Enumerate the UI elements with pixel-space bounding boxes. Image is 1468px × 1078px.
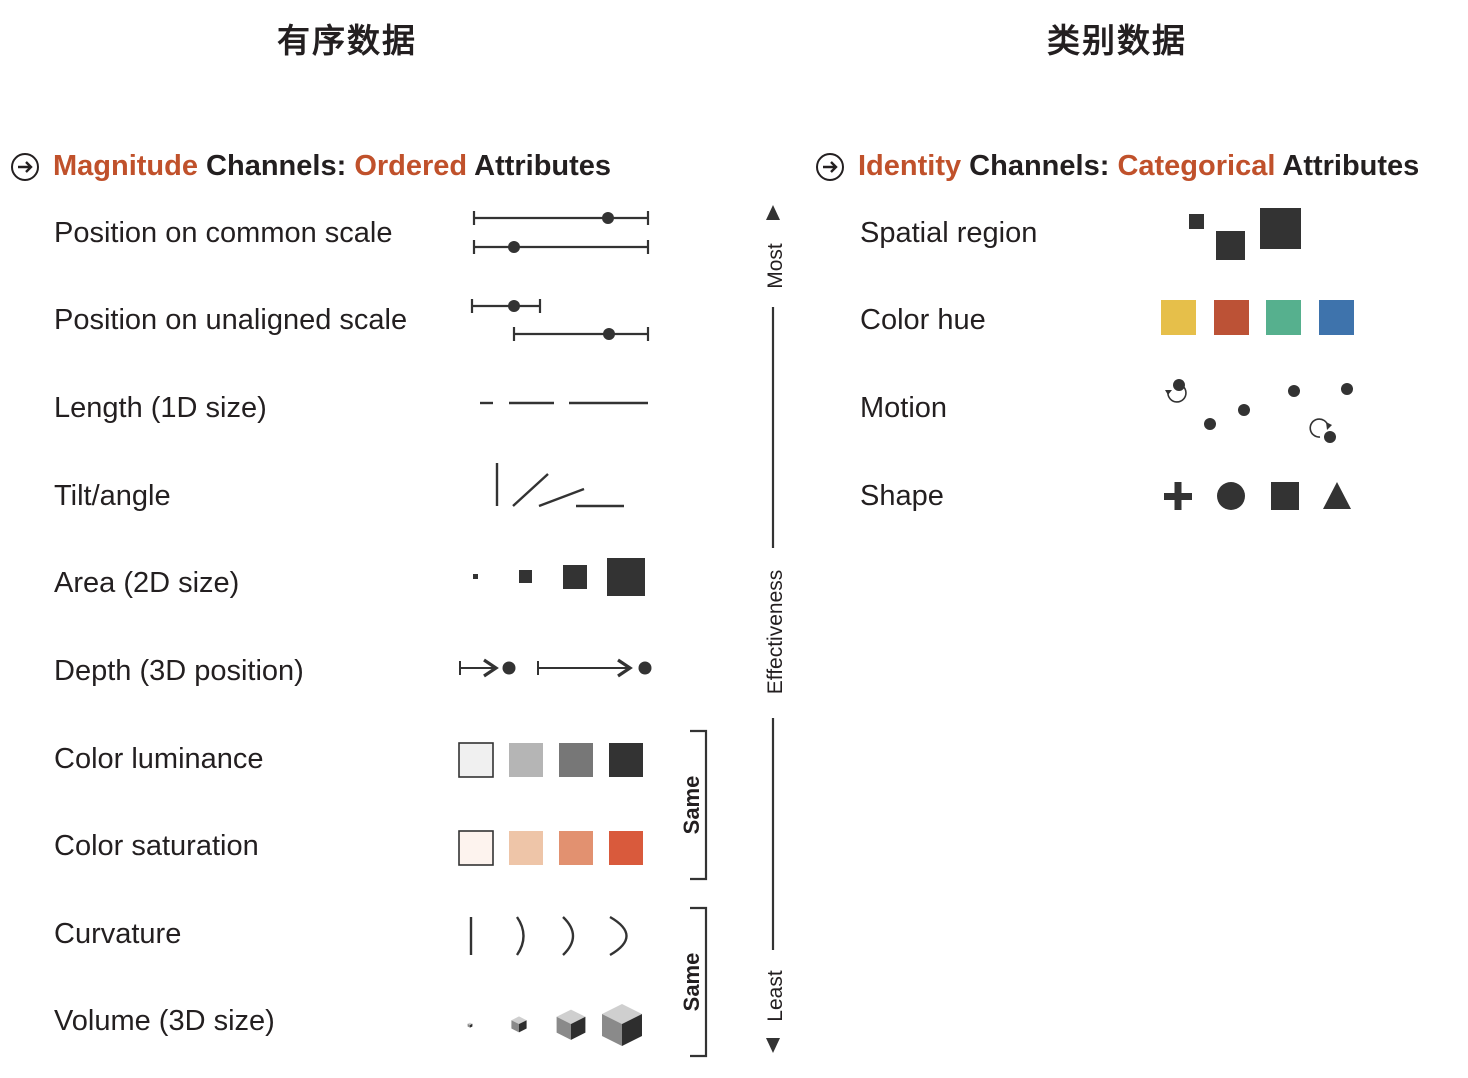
color-saturation-glyph (458, 830, 643, 866)
depth-glyph (459, 658, 652, 678)
color-swatch (609, 743, 643, 777)
tilt-angle-glyph (495, 463, 624, 508)
same-bracket-bottom (690, 906, 708, 1058)
magnitude-row-label: Position on common scale (54, 217, 393, 249)
axis-least-label: Least (764, 970, 787, 1022)
identity-row-label: Shape (860, 480, 944, 512)
down-arrow-icon (766, 1038, 780, 1053)
color-swatch (458, 830, 494, 866)
position-common-scale-glyph (472, 211, 650, 254)
circle-icon (1217, 482, 1245, 510)
magnitude-row-label: Volume (3D size) (54, 1005, 275, 1037)
cube-icon (467, 1022, 473, 1028)
magnitude-row-label: Curvature (54, 918, 182, 950)
color-swatch (458, 742, 494, 778)
heading-part: Ordered (354, 150, 468, 182)
color-luminance-glyph (458, 742, 643, 778)
color-swatch (559, 743, 593, 777)
plus-icon (1164, 482, 1192, 510)
identity-row-label: Color hue (860, 304, 986, 336)
categorical-data-title: 类别数据 (1047, 21, 1187, 60)
cube-icon (556, 1009, 586, 1040)
magnitude-row-label: Position on unaligned scale (54, 304, 408, 336)
heading-part: Channels: (961, 150, 1118, 182)
heading-part: Attributes (1275, 150, 1420, 182)
heading-part: Magnitude (53, 150, 198, 182)
volume-glyph (467, 1004, 642, 1046)
identity-channels-heading: Identity Channels: Categorical Attribute… (815, 150, 1419, 183)
color-swatch (509, 831, 543, 865)
area-glyph (473, 558, 645, 596)
square-icon (1271, 482, 1299, 510)
magnitude-row-label: Tilt/angle (54, 480, 171, 512)
effectiveness-axis (766, 205, 780, 1053)
color-swatch (509, 743, 543, 777)
color-hue-glyph (1161, 300, 1354, 335)
shape-glyph (1164, 482, 1351, 510)
circled-arrow-icon (816, 152, 844, 181)
heading-part: Channels: (198, 150, 355, 182)
axis-effectiveness-label: Effectiveness (764, 570, 787, 695)
heading-part: Categorical (1117, 150, 1276, 182)
circled-arrow-icon (11, 152, 39, 181)
motion-glyph (1165, 379, 1353, 443)
magnitude-row-label: Depth (3D position) (54, 655, 304, 687)
position-unaligned-scale-glyph (470, 299, 650, 341)
triangle-icon (1323, 482, 1351, 509)
ordered-data-title: 有序数据 (277, 21, 417, 60)
magnitude-row-label: Length (1D size) (54, 392, 267, 424)
magnitude-row-label: Color luminance (54, 743, 264, 775)
rotation-arrow-icon (1309, 418, 1329, 438)
identity-row-label: Spatial region (860, 217, 1038, 249)
heading-part: Attributes (467, 150, 612, 182)
cube-icon (602, 1004, 642, 1046)
heading-part: Identity (858, 150, 962, 182)
magnitude-channels-heading: Magnitude Channels: Ordered Attributes (10, 150, 611, 183)
spatial-region-glyph (1189, 208, 1301, 260)
curvature-glyph (469, 915, 628, 957)
color-swatch (559, 831, 593, 865)
same-bracket-top (690, 729, 708, 881)
color-swatch (609, 831, 643, 865)
axis-most-label: Most (764, 243, 787, 289)
up-arrow-icon (766, 205, 780, 220)
identity-row-label: Motion (860, 392, 948, 424)
same-bracket-label: Same (679, 776, 704, 835)
color-swatch (1214, 300, 1249, 335)
color-swatch (1266, 300, 1301, 335)
cube-icon (511, 1016, 527, 1033)
rotation-arrow-icon (1167, 383, 1187, 403)
magnitude-row-label: Area (2D size) (54, 567, 240, 599)
color-swatch (1161, 300, 1196, 335)
color-swatch (1319, 300, 1354, 335)
magnitude-row-label: Color saturation (54, 830, 259, 862)
same-bracket-label: Same (679, 953, 704, 1012)
